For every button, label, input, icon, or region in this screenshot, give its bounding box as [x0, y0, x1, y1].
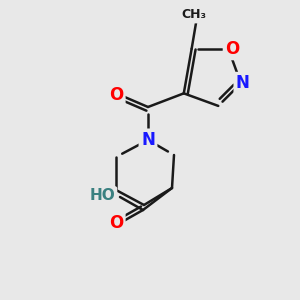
Text: HO: HO — [89, 188, 115, 203]
Text: CH₃: CH₃ — [182, 8, 206, 22]
Text: O: O — [225, 40, 239, 58]
Text: N: N — [141, 131, 155, 149]
Text: O: O — [109, 214, 123, 232]
Text: N: N — [236, 74, 250, 92]
Text: O: O — [109, 86, 123, 104]
